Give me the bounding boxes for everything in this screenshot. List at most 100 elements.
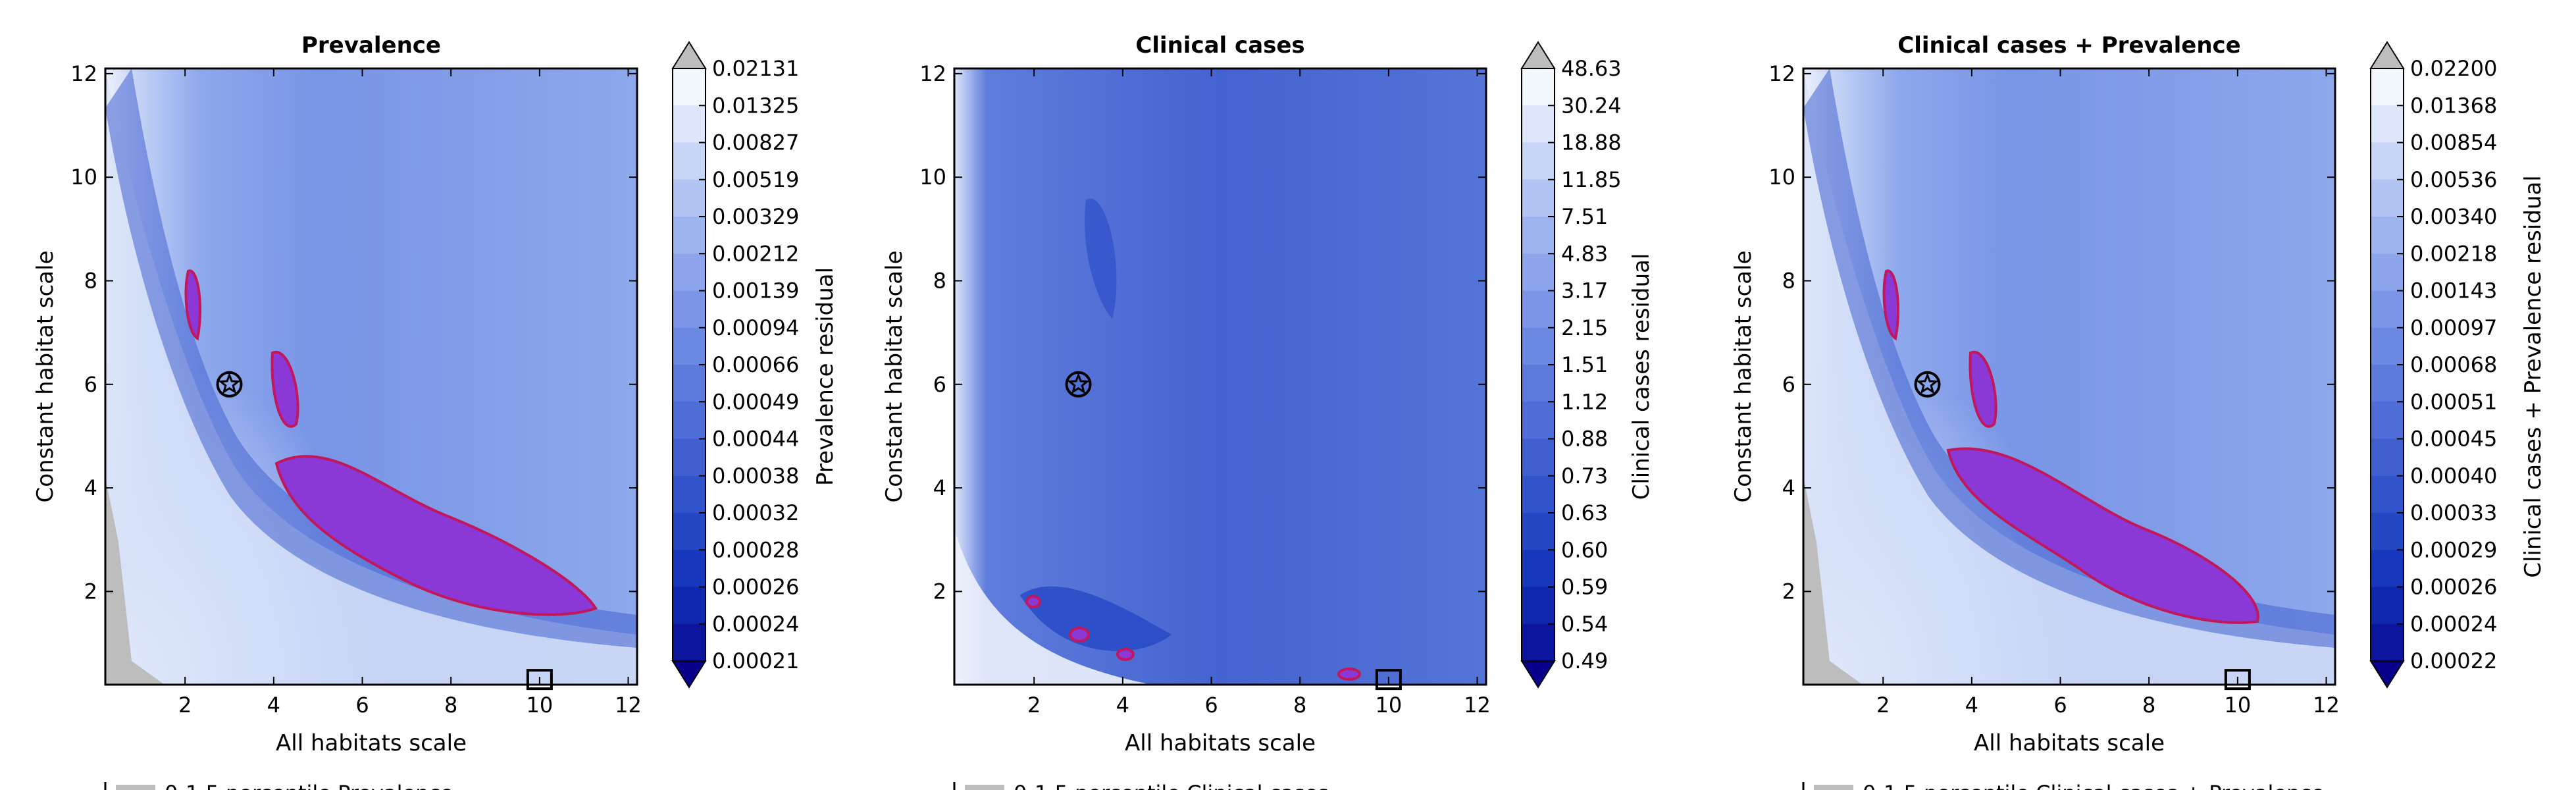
colorbar-band bbox=[1522, 179, 1555, 217]
colorbar-tick-label: 0.01368 bbox=[2410, 93, 2497, 118]
colorbar-over-arrow bbox=[1520, 41, 1556, 69]
optimum-star-marker bbox=[216, 371, 243, 398]
colorbar-tick-label: 18.88 bbox=[1561, 130, 1622, 155]
colorbar-band bbox=[673, 587, 706, 625]
colorbar-tick-label: 0.00051 bbox=[2410, 389, 2497, 414]
y-tick-label: 12 bbox=[70, 61, 97, 86]
colorbar-tick-label: 0.00536 bbox=[2410, 167, 2497, 192]
colorbar-tick-label: 0.00854 bbox=[2410, 130, 2497, 155]
x-tick-label: 10 bbox=[527, 693, 554, 718]
x-tick-label: 4 bbox=[1965, 693, 1978, 718]
colorbar-band bbox=[673, 217, 706, 254]
colorbar-band bbox=[673, 365, 706, 402]
plot-frame bbox=[1802, 67, 2336, 686]
contour-band-dark bbox=[1803, 68, 2335, 648]
colorbar-band bbox=[673, 513, 706, 550]
y-tick-label: 4 bbox=[84, 475, 97, 500]
prevalence-panel: 2 4 6 8 10 12 2 4 6 8 10 12 Prevalence All habitats… bbox=[32, 32, 838, 756]
colorbar-band bbox=[2371, 290, 2404, 329]
colorbar-band bbox=[673, 253, 706, 291]
colorbar-band bbox=[2371, 142, 2404, 180]
colorbar-tick-label: 11.85 bbox=[1561, 167, 1622, 192]
legend-entry-label: 0-1.5 percentile Clinical cases + Preval… bbox=[1863, 781, 2325, 790]
colorbar-tick-label: 0.00026 bbox=[712, 575, 799, 600]
colorbar-band bbox=[2371, 179, 2404, 217]
colorbar-tick-label: 0.00040 bbox=[2410, 463, 2497, 488]
x-tick-label: 12 bbox=[2313, 693, 2340, 718]
x-tick-label: 6 bbox=[355, 693, 369, 718]
y-tick-label: 4 bbox=[1782, 475, 1795, 500]
colorbar-band bbox=[1522, 290, 1555, 329]
reference-square-marker bbox=[526, 669, 553, 691]
low-residual-region bbox=[1946, 447, 2259, 624]
star-icon bbox=[1916, 372, 1939, 394]
colorbar-band bbox=[2371, 550, 2404, 587]
x-tick-label: 12 bbox=[615, 693, 642, 718]
colorbar-tick-label: 0.00026 bbox=[2410, 575, 2497, 600]
star-icon bbox=[218, 372, 241, 394]
colorbar-tick-label: 0.00045 bbox=[2410, 427, 2497, 452]
colorbar-band bbox=[1522, 587, 1555, 625]
legend-swatch bbox=[1814, 785, 1853, 790]
y-tick-label: 2 bbox=[933, 579, 946, 604]
low-residual-region bbox=[184, 269, 201, 341]
y-tick-label: 6 bbox=[933, 372, 946, 397]
colorbar-tick-label: 0.00033 bbox=[2410, 500, 2497, 525]
y-tick-label: 8 bbox=[933, 268, 946, 293]
low-residual-region bbox=[274, 455, 598, 616]
panel-title: Clinical cases bbox=[1135, 32, 1304, 59]
field-background bbox=[954, 68, 1486, 685]
colorbar-band bbox=[2371, 402, 2404, 439]
legend-entry-label: 0-1.5 percentile Clinical cases bbox=[1014, 781, 1329, 790]
contour-band-dark bbox=[1020, 586, 1172, 651]
colorbar-band bbox=[673, 105, 706, 143]
y-tick-label: 8 bbox=[84, 268, 97, 293]
colorbar-band bbox=[1522, 68, 1555, 106]
low-residual-region bbox=[1025, 595, 1041, 608]
panel-title: Clinical cases + Prevalence bbox=[1897, 32, 2241, 59]
colorbar-over-arrow bbox=[2369, 41, 2405, 69]
y-axis-label: Constant habitat scale bbox=[881, 251, 908, 503]
x-tick-label: 4 bbox=[1116, 693, 1129, 718]
x-tick-label: 8 bbox=[444, 693, 457, 718]
colorbar-tick-label: 0.00022 bbox=[2410, 648, 2497, 673]
colorbar-band bbox=[2371, 68, 2404, 106]
x-tick-label: 2 bbox=[1027, 693, 1041, 718]
colorbar-band bbox=[2371, 365, 2404, 402]
low-residual-region bbox=[1069, 627, 1090, 643]
colorbar-band bbox=[673, 327, 706, 365]
colorbar-band bbox=[2371, 217, 2404, 254]
y-tick-label: 8 bbox=[1782, 268, 1795, 293]
colorbar-band bbox=[1522, 402, 1555, 439]
y-tick-label: 2 bbox=[1782, 579, 1795, 604]
colorbar-tick-label: 30.24 bbox=[1561, 93, 1622, 118]
colorbar-band bbox=[1522, 550, 1555, 587]
colorbar-band bbox=[2371, 327, 2404, 365]
low-residual-region bbox=[1116, 648, 1135, 661]
colorbar-tick-label: 1.12 bbox=[1561, 389, 1608, 414]
legend-swatch bbox=[116, 785, 155, 790]
contour-band-light bbox=[954, 529, 1152, 685]
colorbar-band bbox=[1522, 513, 1555, 550]
colorbar-tick-label: 0.00827 bbox=[712, 130, 799, 155]
colorbar-band bbox=[2371, 513, 2404, 550]
x-tick-label: 6 bbox=[2053, 693, 2067, 718]
panel-title: Prevalence bbox=[301, 32, 441, 59]
colorbar-tick-label: 3.17 bbox=[1561, 278, 1608, 303]
colorbar-tick-label: 0.00094 bbox=[712, 315, 799, 340]
colorbar-tick-label: 0.00340 bbox=[2410, 204, 2497, 229]
y-axis-label: Constant habitat scale bbox=[1730, 251, 1757, 503]
colorbar-under-arrow bbox=[1520, 660, 1556, 689]
x-tick-label: 6 bbox=[1204, 693, 1218, 718]
colorbar-tick-label: 0.88 bbox=[1561, 427, 1608, 452]
reference-square-marker bbox=[1375, 669, 1402, 691]
legend-fragment bbox=[104, 782, 1853, 790]
colorbar-band bbox=[1522, 217, 1555, 254]
clinical-cases-prevalence-panel: 2 4 6 8 10 12 2 4 6 8 10 12 Clinical cases + Preval… bbox=[1730, 32, 2546, 756]
colorbar-band bbox=[1522, 253, 1555, 291]
colorbar-band bbox=[1522, 623, 1555, 662]
colorbar-tick-label: 0.01325 bbox=[712, 93, 799, 118]
colorbar-tick-label: 0.00519 bbox=[712, 167, 799, 192]
colorbar-band bbox=[2371, 438, 2404, 477]
